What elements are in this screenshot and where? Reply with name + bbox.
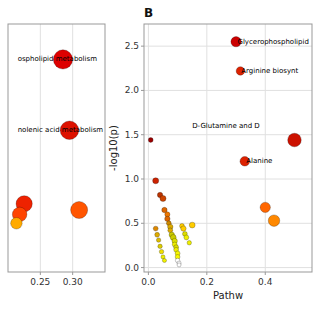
marks xyxy=(148,37,301,267)
grid-line xyxy=(206,24,207,272)
tick-mark xyxy=(141,179,144,180)
plot-frame xyxy=(144,24,312,272)
tick-label: 1.5 xyxy=(125,130,139,140)
point xyxy=(11,218,23,230)
annotation: D-Glutamine and D xyxy=(192,122,260,130)
point xyxy=(189,222,195,228)
point xyxy=(181,226,186,231)
tick-mark xyxy=(206,272,207,275)
plot-frame xyxy=(8,24,105,272)
tick-mark xyxy=(141,46,144,47)
tick-mark xyxy=(265,272,266,275)
grid-line xyxy=(144,267,312,268)
tick-label: 2.0 xyxy=(125,85,140,95)
tick-label: 0.2 xyxy=(200,277,214,287)
point xyxy=(187,241,191,245)
annotation: Alanine xyxy=(246,157,272,165)
grid-line xyxy=(144,46,312,47)
tick-mark xyxy=(72,272,73,275)
point xyxy=(177,263,181,267)
tick-mark xyxy=(148,272,149,275)
point xyxy=(153,178,159,184)
grid-line xyxy=(144,134,312,135)
tick-mark xyxy=(40,272,41,275)
point xyxy=(159,249,163,253)
tick-label: 0.30 xyxy=(63,277,83,287)
point xyxy=(260,202,270,212)
annotation: nolenic acid metabolism xyxy=(18,126,104,134)
annotation: ospholipid metabolism xyxy=(18,55,97,63)
annotation: Arginine biosynt xyxy=(241,67,298,75)
grid-line xyxy=(265,24,266,272)
marks xyxy=(11,50,88,229)
tick-label: 0.4 xyxy=(258,277,273,287)
grid-line xyxy=(144,90,312,91)
tick-label: 0.25 xyxy=(30,277,50,287)
point xyxy=(148,138,153,143)
x-axis-label: Pathw xyxy=(213,290,243,301)
point xyxy=(268,215,280,227)
tick-label: 0.5 xyxy=(125,218,139,228)
chart: 0.25 0.30 ospholipid metabolism nolenic aci… xyxy=(0,0,320,320)
y-axis-label: -log10(p) xyxy=(108,125,119,171)
panel: 0.0 0.2 0.4 0.0 0.5 1.0 1.5 2.0 2.5 Glycerophosph… xyxy=(108,6,312,301)
point xyxy=(156,238,160,242)
point xyxy=(153,226,158,231)
point xyxy=(158,244,162,248)
tick-label: 2.5 xyxy=(125,41,139,51)
grid-line xyxy=(148,24,149,272)
tick-mark xyxy=(141,134,144,135)
tick-label: 0.0 xyxy=(141,277,156,287)
tick-label: 1.0 xyxy=(125,174,140,184)
tick-mark xyxy=(141,267,144,268)
grid-line xyxy=(144,179,312,180)
point xyxy=(155,232,160,237)
point xyxy=(71,201,88,218)
title: B xyxy=(144,6,153,20)
point xyxy=(184,235,189,240)
panel: 0.25 0.30 ospholipid metabolism nolenic aci… xyxy=(8,24,105,287)
annotation: Glycerophospholipid xyxy=(237,38,308,46)
tick-mark xyxy=(141,90,144,91)
point xyxy=(160,195,166,201)
point xyxy=(288,133,302,147)
tick-label: 0.0 xyxy=(125,263,140,273)
point xyxy=(162,258,166,262)
tick-mark xyxy=(141,223,144,224)
